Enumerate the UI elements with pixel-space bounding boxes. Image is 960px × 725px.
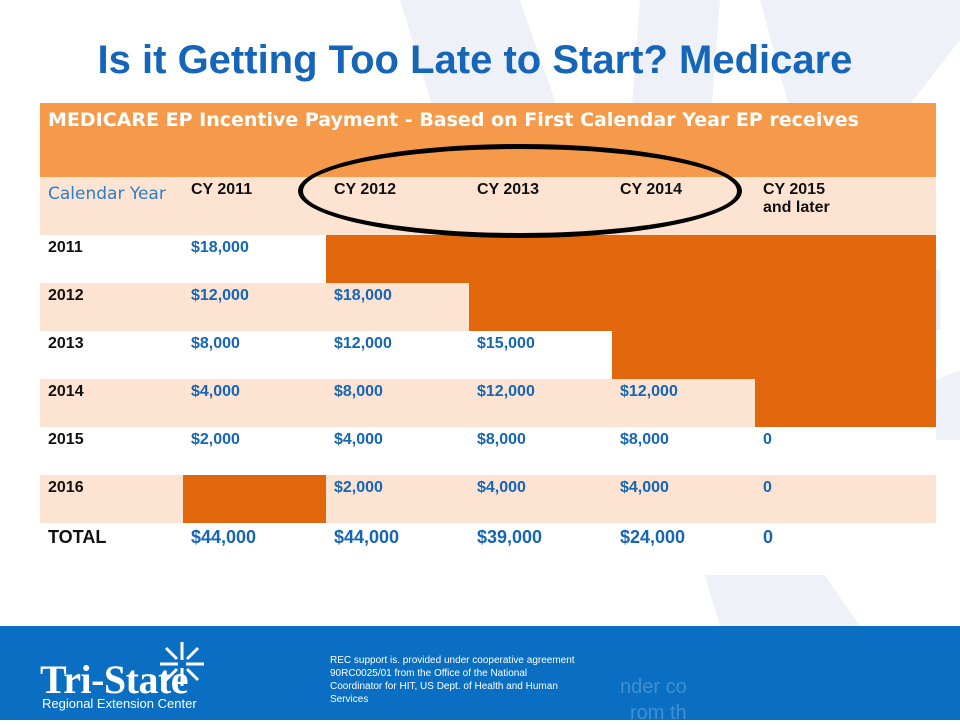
row-year: 2015 xyxy=(40,427,183,475)
table-row: 2011 $18,000 xyxy=(40,235,937,283)
table-cell: $4,000 xyxy=(612,475,755,523)
row-year: 2011 xyxy=(40,235,183,283)
table-cell: $18,000 xyxy=(326,283,469,331)
table-row: 2016 $2,000 $4,000 $4,000 0 xyxy=(40,475,937,523)
total-cell: $44,000 xyxy=(183,523,326,575)
total-cell: $44,000 xyxy=(326,523,469,575)
table-row: 2014 $4,000 $8,000 $12,000 $12,000 xyxy=(40,379,937,427)
logo-star-icon xyxy=(160,642,204,686)
row-year: 2014 xyxy=(40,379,183,427)
table-cell-filled xyxy=(469,283,612,331)
total-cell: 0 xyxy=(755,523,937,575)
table-cell: $4,000 xyxy=(183,379,326,427)
table-cell: $12,000 xyxy=(326,331,469,379)
footer-bar: Tri-State Regional Extension Center REC … xyxy=(0,626,960,724)
table-cell: $12,000 xyxy=(183,283,326,331)
total-label: TOTAL xyxy=(40,523,183,575)
table-cell: $8,000 xyxy=(469,427,612,475)
table-cell-filled xyxy=(612,331,755,379)
table-cell: $2,000 xyxy=(326,475,469,523)
row-year: 2016 xyxy=(40,475,183,523)
rec-note-line: Services xyxy=(330,694,369,705)
table-cell: $8,000 xyxy=(183,331,326,379)
table-cell-filled xyxy=(755,379,937,427)
table-cell: $12,000 xyxy=(469,379,612,427)
table-cell-filled xyxy=(755,331,937,379)
table-cell-filled xyxy=(326,235,469,283)
logo-subtitle: Regional Extension Center xyxy=(42,696,197,711)
table-total-row: TOTAL $44,000 $44,000 $39,000 $24,000 0 xyxy=(40,523,937,575)
table-cell: $2,000 xyxy=(183,427,326,475)
rec-note-line: 90RC0025/01 from the Office of the Natio… xyxy=(330,668,528,679)
total-cell: $24,000 xyxy=(612,523,755,575)
table-row: 2015 $2,000 $4,000 $8,000 $8,000 0 xyxy=(40,427,937,475)
table-cell-filled xyxy=(755,283,937,331)
table-cell: $12,000 xyxy=(612,379,755,427)
table-row: 2012 $12,000 $18,000 xyxy=(40,283,937,331)
table-cell: $4,000 xyxy=(469,475,612,523)
table-cell-filled xyxy=(612,235,755,283)
table-cell: 0 xyxy=(755,427,937,475)
rec-support-note: REC support is. provided under cooperati… xyxy=(330,654,610,706)
table-header: MEDICARE EP Incentive Payment - Based on… xyxy=(40,103,937,177)
table-cell-filled xyxy=(612,283,755,331)
column-cy-2015-label: CY 2015 xyxy=(763,181,825,198)
table-cell: $4,000 xyxy=(326,427,469,475)
rec-note-line: REC support is. provided under cooperati… xyxy=(330,655,575,666)
column-label-calendar-year: Calendar Year xyxy=(40,177,183,235)
table-cell-filled xyxy=(469,235,612,283)
table-cell: $8,000 xyxy=(612,427,755,475)
highlight-oval xyxy=(298,144,742,238)
table-cell: $18,000 xyxy=(183,235,326,283)
column-cy-2015-sub: and later xyxy=(763,199,830,216)
row-year: 2013 xyxy=(40,331,183,379)
rec-note-line: Coordinator for HIT, US Dept. of Health … xyxy=(330,681,558,692)
column-cy-2015: CY 2015 and later xyxy=(755,177,937,235)
ghost-text: rom th xyxy=(630,702,687,724)
total-cell: $39,000 xyxy=(469,523,612,575)
table-cell: $8,000 xyxy=(326,379,469,427)
ghost-text: nder co xyxy=(620,676,687,698)
table-row: 2013 $8,000 $12,000 $15,000 xyxy=(40,331,937,379)
table-header-row: MEDICARE EP Incentive Payment - Based on… xyxy=(40,103,937,177)
page-title: Is it Getting Too Late to Start? Medicar… xyxy=(97,38,853,82)
row-year: 2012 xyxy=(40,283,183,331)
table-cell-filled xyxy=(183,475,326,523)
table-cell: 0 xyxy=(755,475,937,523)
table-cell-filled xyxy=(755,235,937,283)
table-cell: $15,000 xyxy=(469,331,612,379)
